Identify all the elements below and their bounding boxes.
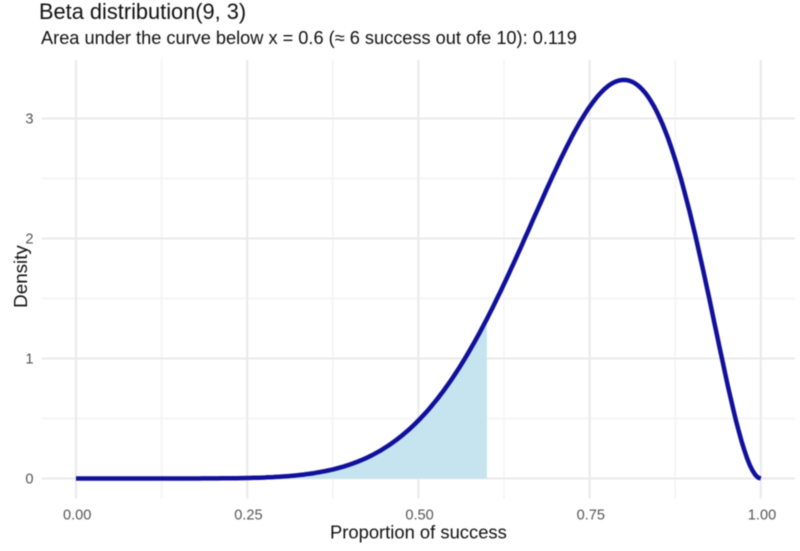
svg-text:Proportion of success: Proportion of success bbox=[330, 521, 507, 542]
svg-text:2: 2 bbox=[25, 232, 33, 248]
svg-text:Density: Density bbox=[10, 245, 31, 308]
svg-text:Beta distribution(9, 3): Beta distribution(9, 3) bbox=[39, 0, 246, 24]
svg-text:1.00: 1.00 bbox=[748, 508, 776, 524]
svg-text:3: 3 bbox=[25, 112, 33, 128]
svg-text:0.00: 0.00 bbox=[63, 508, 91, 524]
svg-text:0: 0 bbox=[25, 472, 33, 488]
svg-text:0.25: 0.25 bbox=[234, 508, 262, 524]
svg-text:Area under the curve below x =: Area under the curve below x = 0.6 (≈ 6 … bbox=[41, 28, 577, 48]
svg-text:0.50: 0.50 bbox=[405, 508, 433, 524]
svg-text:0.75: 0.75 bbox=[577, 508, 605, 524]
svg-text:1: 1 bbox=[25, 352, 33, 368]
